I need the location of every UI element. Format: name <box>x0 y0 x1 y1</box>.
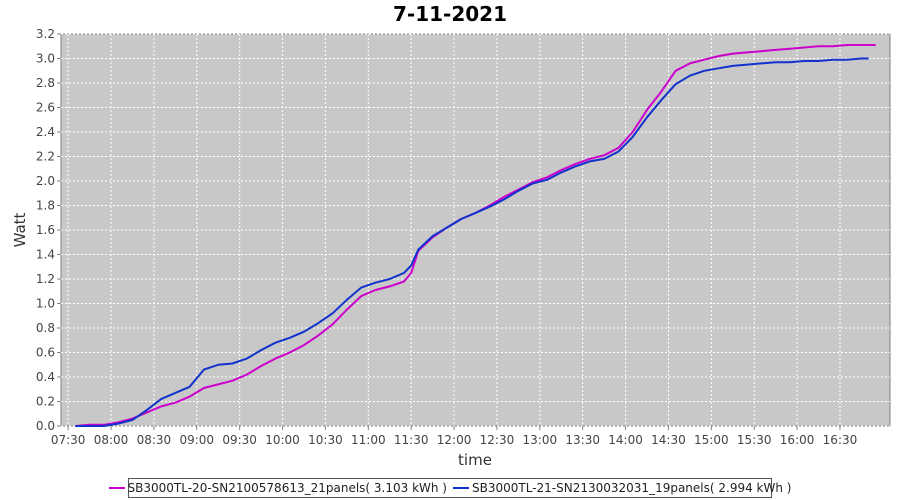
series-lines <box>75 44 876 427</box>
x-tick-label: 15:30 <box>737 433 772 447</box>
x-tick-label: 11:00 <box>351 433 386 447</box>
x-tick-label: 07:30 <box>51 433 86 447</box>
y-tick-label: 3.2 <box>36 27 55 41</box>
x-tick-label: 15:00 <box>694 433 729 447</box>
y-axis-label: Watt <box>11 212 29 247</box>
x-axis-ticks: 07:30 08:00 08:30 09:00 09:30 10:00 10:30 11:00… <box>51 426 857 447</box>
y-tick-label: 0.2 <box>36 395 55 409</box>
y-tick-label: 1.8 <box>36 199 55 213</box>
x-tick-label: 08:30 <box>137 433 172 447</box>
y-axis-ticks: 0.0 0.2 0.4 0.6 0.8 1.0 1.2 1.4 1.6 1.8 2.0 2.2 2.4 2… <box>36 27 61 433</box>
y-tick-label: 3.0 <box>36 52 55 66</box>
legend-item-series-1: SB3000TL-20-SN2100578613_21panels( 3.103… <box>108 481 447 495</box>
series-line-2 <box>75 57 869 427</box>
x-tick-label: 16:30 <box>823 433 858 447</box>
x-tick-label: 12:00 <box>437 433 472 447</box>
x-tick-label: 12:30 <box>480 433 515 447</box>
y-tick-label: 2.6 <box>36 101 55 115</box>
legend-swatch-series-1 <box>108 487 125 489</box>
y-tick-label: 1.4 <box>36 248 55 262</box>
grid-lines <box>61 33 890 427</box>
legend-label-series-2: SB3000TL-21-SN2130032031_19panels( 2.994… <box>472 481 792 495</box>
y-tick-label: 1.2 <box>36 272 55 286</box>
y-tick-label: 2.0 <box>36 174 55 188</box>
y-tick-label: 0.6 <box>36 346 55 360</box>
x-tick-label: 08:00 <box>94 433 129 447</box>
y-tick-label: 0.4 <box>36 370 55 384</box>
line-chart: 0.0 0.2 0.4 0.6 0.8 1.0 1.2 1.4 1.6 1.8 2.0 2.2 2.4 2… <box>11 27 891 469</box>
x-tick-label: 09:00 <box>179 433 214 447</box>
x-tick-label: 11:30 <box>394 433 429 447</box>
x-tick-label: 10:00 <box>265 433 300 447</box>
plot-area <box>60 33 891 427</box>
x-tick-label: 13:00 <box>523 433 558 447</box>
y-tick-label: 1.0 <box>36 297 55 311</box>
x-axis-label: time <box>458 451 492 469</box>
legend-label-series-1: SB3000TL-20-SN2100578613_21panels( 3.103… <box>127 481 447 495</box>
x-tick-label: 10:30 <box>308 433 343 447</box>
x-tick-label: 14:00 <box>608 433 643 447</box>
legend-item-series-2: SB3000TL-21-SN2130032031_19panels( 2.994… <box>453 481 791 495</box>
y-tick-label: 1.6 <box>36 223 55 237</box>
y-tick-label: 2.2 <box>36 150 55 164</box>
y-tick-label: 0.0 <box>36 419 55 433</box>
legend-swatch-series-2 <box>453 487 469 489</box>
chart-title: 7-11-2021 <box>392 2 507 26</box>
x-tick-label: 14:30 <box>651 433 686 447</box>
x-tick-label: 13:30 <box>565 433 600 447</box>
y-tick-label: 2.8 <box>36 76 55 90</box>
y-tick-label: 2.4 <box>36 125 55 139</box>
x-tick-label: 16:00 <box>780 433 815 447</box>
legend: SB3000TL-20-SN2100578613_21panels( 3.103… <box>108 478 791 498</box>
y-tick-label: 0.8 <box>36 321 55 335</box>
x-tick-label: 09:30 <box>222 433 257 447</box>
